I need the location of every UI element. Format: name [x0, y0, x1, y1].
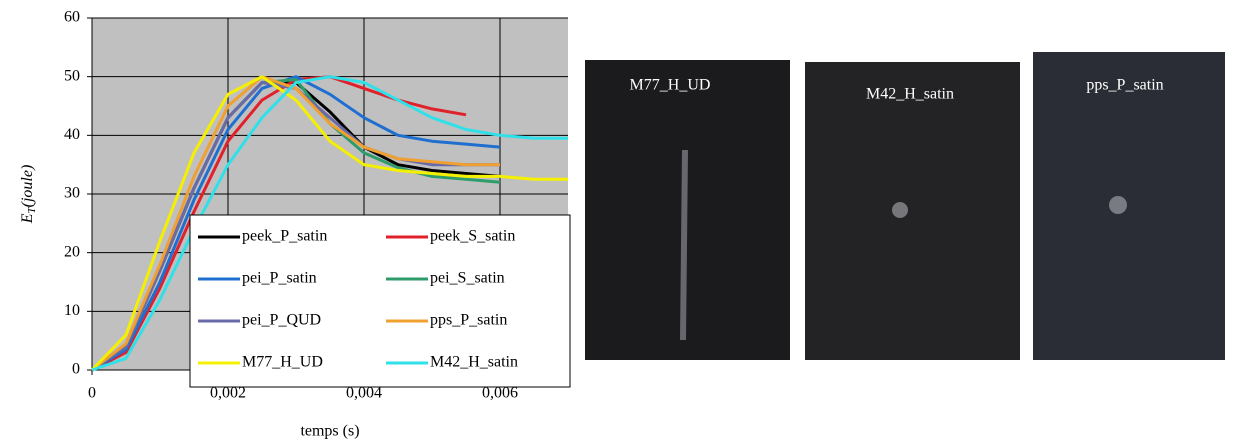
photo-label: M42_H_satin — [866, 86, 954, 103]
legend — [189, 214, 571, 388]
photo-label: pps_P_satin — [1086, 77, 1163, 94]
legend-label: pei_P_QUD — [242, 312, 321, 329]
y-label-sub: T — [26, 207, 38, 214]
series-line — [91, 75, 500, 372]
y-tick-label: 40 — [64, 126, 80, 143]
legend-label: pei_P_satin — [242, 270, 317, 287]
y-tick-label: 30 — [64, 185, 80, 202]
y-tick-label: 50 — [64, 67, 80, 84]
legend-label: peek_S_satin — [430, 228, 515, 245]
y-label-unit: (joule) — [19, 165, 36, 208]
legend-label: pps_P_satin — [430, 312, 507, 329]
series-line — [91, 75, 568, 372]
photo — [585, 60, 790, 360]
x-tick-label: 0 — [88, 385, 96, 402]
y-tick-label: 60 — [64, 9, 80, 26]
x-axis-label: temps (s) — [300, 423, 359, 440]
impact-mark — [892, 202, 908, 218]
x-tick-label: 0,002 — [210, 385, 246, 402]
y-tick-label: 20 — [64, 243, 80, 260]
photo — [805, 62, 1020, 360]
impact-mark — [1109, 196, 1127, 214]
x-tick-label: 0,004 — [346, 385, 382, 402]
impact-mark — [680, 150, 688, 340]
legend-label: M77_H_UD — [242, 354, 323, 371]
series-line — [91, 75, 501, 372]
photo-label: M77_H_UD — [630, 77, 711, 94]
x-tick-label: 0,006 — [482, 385, 518, 402]
y-axis-label: ET(joule) — [19, 165, 38, 225]
y-tick-label: 0 — [72, 361, 80, 378]
y-label-main: E — [19, 213, 36, 224]
legend-label: pei_S_satin — [430, 270, 505, 287]
legend-label: M42_H_satin — [430, 354, 518, 371]
series-line — [90, 75, 568, 372]
photo — [1033, 52, 1225, 360]
y-tick-label: 10 — [64, 302, 80, 319]
legend-label: peek_P_satin — [242, 228, 327, 245]
